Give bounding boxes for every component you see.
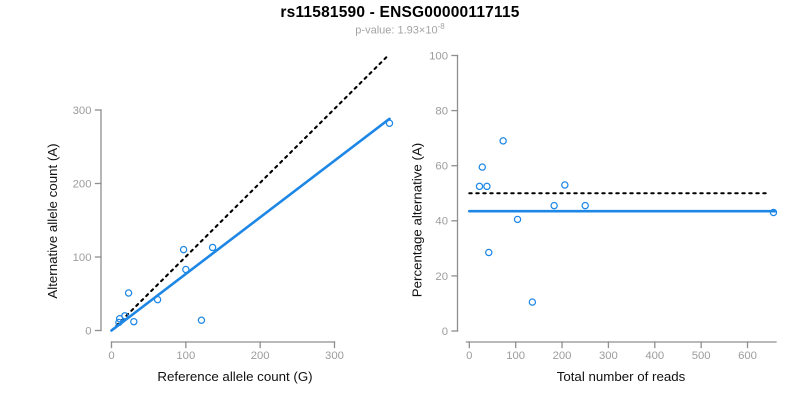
x-axis-title: Total number of reads xyxy=(557,369,686,384)
y-axis-title: Percentage alternative (A) xyxy=(410,143,425,297)
x-tick-label: 300 xyxy=(599,350,618,362)
dotted-reference-line xyxy=(110,53,390,332)
data-point xyxy=(499,137,507,145)
data-point xyxy=(475,182,484,191)
fit-line xyxy=(110,117,391,332)
y-tick-label: 40 xyxy=(435,216,448,228)
x-tick-label: 500 xyxy=(692,350,711,362)
data-point xyxy=(769,208,778,217)
x-tick-label: 300 xyxy=(325,350,344,362)
data-point xyxy=(478,163,487,171)
data-point xyxy=(561,181,569,189)
x-tick-label: 600 xyxy=(738,350,757,362)
data-point xyxy=(528,298,537,306)
data-point xyxy=(581,201,589,210)
page-subtitle: p-value: 1.93×10-8 xyxy=(0,22,800,37)
data-point xyxy=(121,312,129,320)
x-tick-label: 400 xyxy=(645,350,664,362)
data-point xyxy=(153,295,162,304)
y-axis-title: Alternative allele count (A) xyxy=(45,143,60,298)
data-point xyxy=(179,245,188,254)
data-point xyxy=(182,265,190,274)
data-point xyxy=(513,215,522,224)
data-point xyxy=(115,318,123,327)
x-tick-label: 0 xyxy=(108,350,114,362)
data-point xyxy=(485,248,493,257)
pvalue-text: p-value: 1.93×10 xyxy=(355,24,438,37)
x-tick-label: 200 xyxy=(553,350,572,362)
pvalue-exponent: -8 xyxy=(437,22,445,31)
x-tick-label: 200 xyxy=(251,350,270,362)
data-point xyxy=(130,317,138,326)
y-tick-label: 100 xyxy=(429,50,448,62)
y-tick-label: 0 xyxy=(85,325,91,337)
y-tick-label: 100 xyxy=(73,252,92,264)
page-title: rs11581590 - ENSG00000117115 xyxy=(280,4,520,21)
data-point xyxy=(385,119,394,127)
y-tick-label: 0 xyxy=(442,326,448,338)
x-axis-title: Reference allele count (G) xyxy=(157,369,312,384)
data-point xyxy=(483,182,491,191)
data-point xyxy=(550,201,558,210)
y-tick-label: 80 xyxy=(435,106,448,118)
y-tick-label: 200 xyxy=(73,178,92,190)
y-tick-label: 300 xyxy=(73,105,92,117)
y-tick-label: 60 xyxy=(435,161,448,173)
x-tick-label: 100 xyxy=(176,350,195,362)
data-point xyxy=(197,316,206,324)
data-point xyxy=(208,243,217,252)
data-point xyxy=(124,289,133,297)
x-tick-label: 0 xyxy=(466,350,472,362)
y-tick-label: 20 xyxy=(435,271,448,283)
x-tick-label: 100 xyxy=(506,350,525,362)
